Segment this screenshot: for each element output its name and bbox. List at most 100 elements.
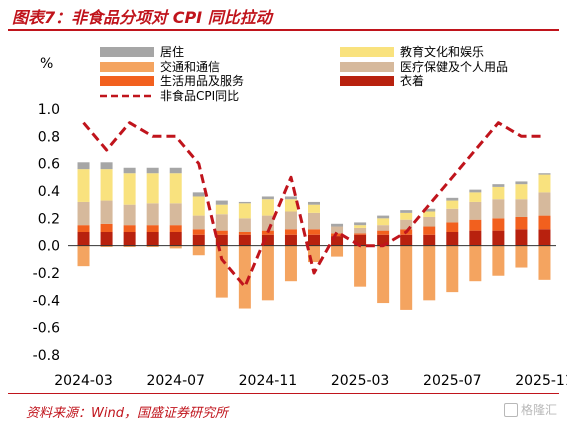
x-axis: 2024-03 2024-07 2024-11 2025-03 2025-07 2025-… xyxy=(54,373,567,389)
bar-segment xyxy=(100,162,113,170)
bar-segment xyxy=(123,245,136,248)
y-unit-label: % xyxy=(40,56,53,72)
bar-segment xyxy=(400,212,413,220)
bar-segment xyxy=(446,197,459,201)
bar-segment xyxy=(377,245,390,304)
bar-segment xyxy=(146,203,159,226)
watermark: 格隆汇 xyxy=(503,401,557,418)
x-tick-label: 2024-03 xyxy=(54,373,113,389)
bar-segment xyxy=(238,232,251,235)
bar-segment xyxy=(515,216,528,230)
bar-segment xyxy=(77,201,90,226)
bar-segment xyxy=(146,232,159,246)
bar-segment xyxy=(446,200,459,209)
bar-segment xyxy=(284,234,297,246)
bar-segment xyxy=(192,215,205,230)
bar-segment xyxy=(354,227,367,234)
bar-segment xyxy=(284,196,297,200)
bar-segment xyxy=(77,245,90,267)
bar-segment xyxy=(100,232,113,246)
legend-swatch xyxy=(100,47,154,57)
bar-segment xyxy=(169,225,182,232)
bar-segment xyxy=(354,225,367,228)
bar-segment xyxy=(77,162,90,170)
bar-segment xyxy=(284,199,297,212)
legend-label: 医疗保健及个人用品 xyxy=(400,60,508,74)
legend-label: 衣着 xyxy=(400,73,424,88)
bar-segment xyxy=(538,192,551,216)
bar-segment xyxy=(354,222,367,226)
bar-segment xyxy=(308,234,320,246)
bar-segment xyxy=(492,245,505,276)
bar-segment xyxy=(400,210,413,213)
bar-segment xyxy=(538,215,551,230)
y-tick-label: 0.0 xyxy=(38,239,60,255)
x-tick-label: 2025-03 xyxy=(331,373,390,389)
bar-segment xyxy=(377,234,390,246)
bar-segment xyxy=(215,200,228,205)
bar-segment xyxy=(423,245,436,301)
bar-segment xyxy=(331,223,344,227)
bar-segment xyxy=(354,234,367,246)
bar-segment xyxy=(400,245,413,310)
y-tick-label: 1.0 xyxy=(38,102,60,118)
bar-segment xyxy=(423,234,436,246)
x-tick-label: 2025-11 xyxy=(515,373,567,389)
bar-segment xyxy=(261,245,274,301)
y-axis: 1.0 0.8 0.6 0.4 0.2 0.0 -0.2 -0.4 -0.6 -0.8 xyxy=(33,102,60,364)
bar-segment xyxy=(215,245,228,298)
bar-segment xyxy=(123,225,136,232)
bar-segment xyxy=(423,208,436,212)
bar-segment xyxy=(538,245,551,280)
watermark-logo-icon xyxy=(503,402,518,417)
bar-segment xyxy=(423,226,436,235)
bar-segment xyxy=(215,214,228,231)
bar-segment xyxy=(238,203,251,219)
legend-swatch xyxy=(100,62,154,72)
legend-label: 生活用品及服务 xyxy=(160,73,244,88)
legend-label: 教育文化和娱乐 xyxy=(400,44,484,59)
bar-segment xyxy=(400,234,413,246)
legend-swatch xyxy=(340,47,394,57)
bar-segment xyxy=(238,234,251,246)
bar-segment xyxy=(377,215,390,219)
bar-segment xyxy=(469,219,482,231)
legend-label: 非食品CPI同比 xyxy=(160,88,239,103)
bar-segment xyxy=(77,169,90,202)
y-tick-label: 0.4 xyxy=(38,184,60,200)
bar-segment xyxy=(146,225,159,232)
x-tick-label: 2024-07 xyxy=(146,373,205,389)
legend-swatch xyxy=(340,76,394,86)
bar-segment xyxy=(215,204,228,215)
bar-segment xyxy=(354,245,367,287)
bar-segment xyxy=(169,173,182,204)
bar-segment xyxy=(446,232,459,246)
bar-segment xyxy=(100,169,113,201)
bar-segment xyxy=(308,201,320,205)
y-tick-label: 0.2 xyxy=(38,211,60,227)
bar-segment xyxy=(538,173,551,175)
bar-segment xyxy=(77,232,90,246)
bar-segment xyxy=(261,230,274,235)
legend-swatch xyxy=(100,76,154,86)
bar-segment xyxy=(261,234,274,246)
y-tick-label: -0.4 xyxy=(33,293,60,309)
bar-segment xyxy=(77,225,90,232)
bar-segment xyxy=(469,201,482,220)
bar-segment xyxy=(308,204,320,213)
bar-segment xyxy=(261,199,274,216)
bar-segment xyxy=(538,174,551,193)
bar-segment xyxy=(215,230,228,235)
bar-segment xyxy=(515,245,528,268)
bar-segment xyxy=(492,218,505,231)
bar-segment xyxy=(377,218,390,226)
bar-segment xyxy=(238,245,251,309)
bar-segment xyxy=(446,245,459,293)
bar-segment xyxy=(284,245,297,282)
bar-segment xyxy=(192,245,205,256)
bar-segment xyxy=(469,192,482,202)
bar-segment xyxy=(331,245,344,257)
bar-segment xyxy=(469,230,482,246)
legend-swatch xyxy=(340,62,394,72)
